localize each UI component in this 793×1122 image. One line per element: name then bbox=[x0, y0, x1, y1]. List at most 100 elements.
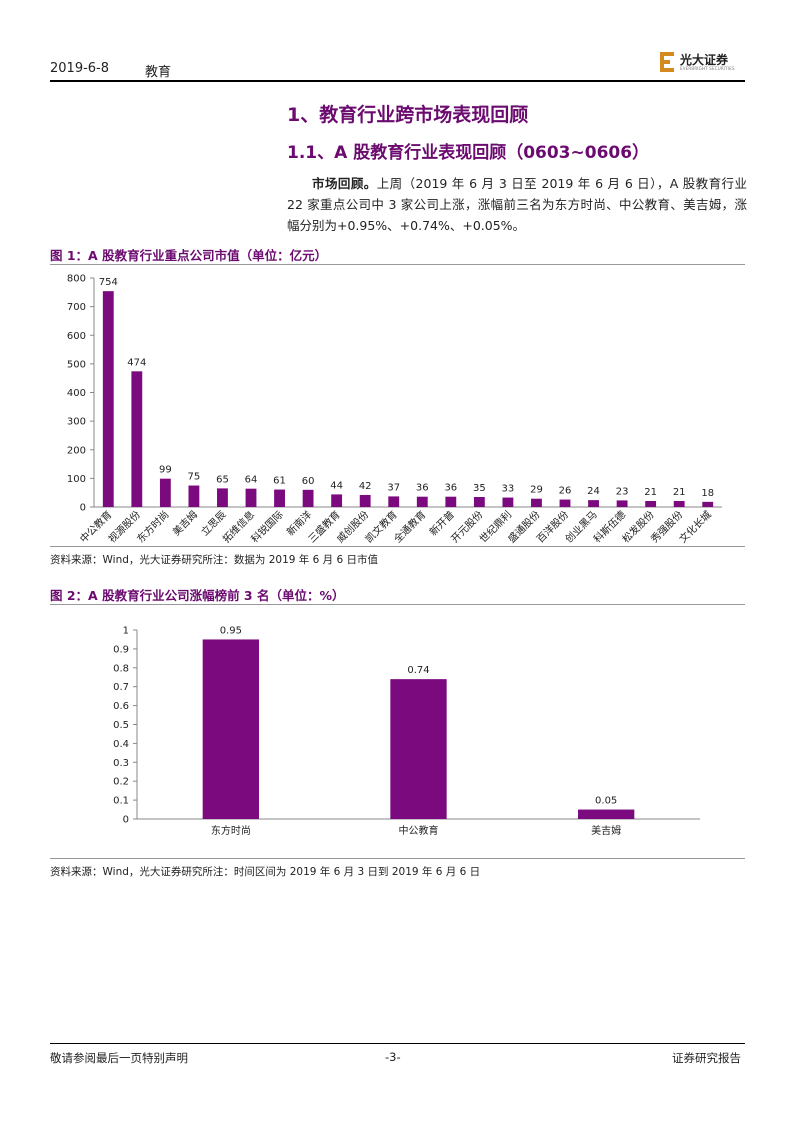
data-label: 21 bbox=[644, 487, 657, 498]
logo-mark-icon bbox=[660, 51, 676, 73]
data-label: 65 bbox=[216, 474, 229, 485]
footer-rule bbox=[50, 1043, 745, 1044]
paragraph-lead: 市场回顾。 bbox=[312, 176, 377, 191]
bar bbox=[531, 498, 542, 507]
y-tick-label: 0.1 bbox=[113, 796, 129, 807]
bar bbox=[673, 500, 685, 507]
chart2: 0 0.1 0.2 0.3 0.4 0.5 0.6 0.7 0.8 0.9 1 0.95 东方时尚 0.7… bbox=[113, 625, 700, 837]
data-label: 64 bbox=[245, 475, 258, 486]
header-date: 2019-6-8 bbox=[50, 61, 110, 76]
bar bbox=[702, 501, 714, 507]
bar bbox=[445, 496, 457, 507]
bar bbox=[388, 496, 400, 507]
footer-page-number: -3- bbox=[385, 1050, 401, 1064]
data-label: 33 bbox=[502, 484, 515, 495]
data-label: 60 bbox=[302, 476, 315, 487]
figure1-title: 图 1：A 股教育行业重点公司市值（单位：亿元） bbox=[50, 248, 328, 263]
x-tick-label: 文化长城 bbox=[676, 508, 713, 545]
footer-disclaimer: 敬请参阅最后一页特别声明 bbox=[50, 1051, 188, 1065]
bar bbox=[645, 500, 657, 507]
bar bbox=[159, 478, 171, 507]
x-tick-label: 美吉姆 bbox=[591, 824, 621, 837]
figure2-title: 图 2：A 股教育行业公司涨幅榜前 3 名（单位：%） bbox=[50, 588, 345, 603]
bar bbox=[102, 291, 114, 507]
y-tick-label: 200 bbox=[67, 445, 86, 456]
y-tick-label: 0.8 bbox=[113, 663, 129, 674]
data-label: 35 bbox=[473, 483, 486, 494]
bar bbox=[390, 679, 447, 819]
y-tick-label: 800 bbox=[67, 274, 86, 285]
y-tick-label: 0.3 bbox=[113, 758, 129, 769]
data-label: 24 bbox=[587, 486, 600, 497]
bar bbox=[131, 371, 143, 507]
x-tick-label: 全通教育 bbox=[391, 508, 428, 545]
subsection-heading: 1.1、A 股教育行业表现回顾（0603~0606） bbox=[287, 143, 650, 163]
data-label: 29 bbox=[530, 485, 543, 496]
y-tick-label: 0.2 bbox=[113, 777, 129, 788]
bar bbox=[416, 496, 428, 507]
y-tick-label: 600 bbox=[67, 331, 86, 342]
data-label: 61 bbox=[273, 476, 286, 487]
bar bbox=[473, 496, 485, 507]
figure2-top-rule bbox=[50, 604, 745, 605]
x-tick-label: 东方时尚 bbox=[134, 508, 171, 545]
logo-text: 光大证券 bbox=[680, 52, 729, 67]
data-label: 36 bbox=[416, 483, 429, 494]
logo-subtext: EVERBRIGHT SECURITIES bbox=[680, 65, 735, 71]
data-label: 18 bbox=[701, 488, 714, 499]
bar bbox=[359, 494, 371, 507]
bar bbox=[302, 489, 314, 507]
x-tick-label: 科锐国际 bbox=[248, 508, 285, 545]
figure1-source: 资料来源：Wind，光大证券研究所注：数据为 2019 年 6 月 6 日市值 bbox=[50, 554, 378, 566]
figure1-bottom-rule bbox=[50, 546, 745, 547]
y-tick-label: 1 bbox=[123, 626, 129, 637]
x-tick-label: 美吉姆 bbox=[170, 508, 200, 538]
x-tick-label: 东方时尚 bbox=[211, 824, 251, 837]
bar bbox=[578, 809, 635, 819]
figure2-bottom-rule bbox=[50, 858, 745, 859]
y-tick-label: 0.7 bbox=[113, 682, 129, 693]
data-label: 23 bbox=[616, 486, 629, 497]
data-label: 0.95 bbox=[220, 625, 242, 636]
bar bbox=[202, 639, 259, 819]
header-section: 教育 bbox=[145, 65, 172, 80]
figure2-source: 资料来源：Wind，光大证券研究所注：时间区间为 2019 年 6 月 3 日到… bbox=[50, 866, 481, 878]
data-label: 42 bbox=[359, 481, 372, 492]
y-tick-label: 700 bbox=[67, 302, 86, 313]
data-label: 99 bbox=[159, 465, 172, 476]
y-tick-label: 300 bbox=[67, 417, 86, 428]
bar bbox=[245, 488, 257, 507]
data-label: 75 bbox=[188, 472, 201, 483]
y-tick-label: 500 bbox=[67, 359, 86, 370]
logo: 光大证券 EVERBRIGHT SECURITIES bbox=[660, 50, 735, 74]
y-tick-label: 0.9 bbox=[113, 644, 129, 655]
footer-report-type: 证券研究报告 bbox=[672, 1051, 741, 1065]
data-label: 474 bbox=[127, 357, 146, 368]
bar bbox=[559, 499, 571, 507]
section-heading: 1、教育行业跨市场表现回顾 bbox=[287, 104, 529, 126]
data-label: 754 bbox=[99, 277, 118, 288]
y-tick-label: 100 bbox=[67, 474, 86, 485]
bar bbox=[188, 485, 200, 507]
y-tick-label: 0 bbox=[123, 815, 129, 826]
x-tick-label: 中公教育 bbox=[399, 824, 439, 837]
figure1-top-rule bbox=[50, 264, 745, 265]
header-rule bbox=[50, 80, 745, 82]
bar bbox=[274, 489, 285, 507]
data-label: 0.05 bbox=[595, 796, 617, 807]
y-tick-label: 0.5 bbox=[113, 720, 129, 731]
bar bbox=[588, 500, 599, 507]
y-tick-label: 400 bbox=[67, 388, 86, 399]
y-tick-label: 0.4 bbox=[113, 739, 129, 750]
y-tick-label: 0 bbox=[80, 503, 86, 514]
data-label: 36 bbox=[444, 483, 457, 494]
data-label: 21 bbox=[673, 487, 686, 498]
paragraph-body: 上周（2019 年 6 月 3 日至 2019 年 6 月 6 日），A 股教育… bbox=[287, 176, 747, 233]
bar bbox=[502, 497, 514, 507]
bar bbox=[331, 494, 343, 507]
bar bbox=[217, 488, 228, 507]
data-label: 26 bbox=[559, 486, 572, 497]
y-tick-label: 0.6 bbox=[113, 701, 129, 712]
